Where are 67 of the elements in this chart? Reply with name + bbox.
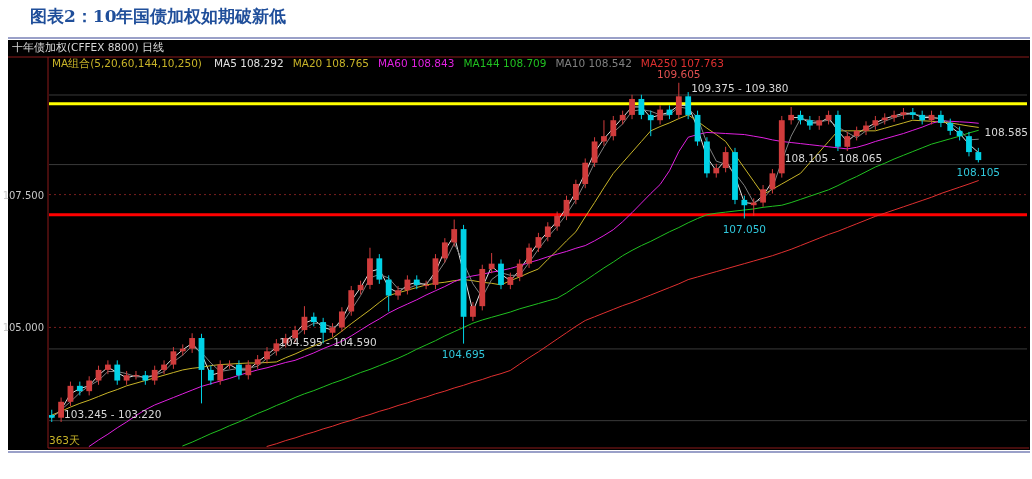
line-series xyxy=(266,180,979,447)
candlestick xyxy=(582,157,589,189)
candlestick xyxy=(675,82,682,120)
candlestick xyxy=(610,115,617,141)
candlestick xyxy=(488,252,495,274)
text: MA144 108.709 xyxy=(463,57,547,69)
candlestick xyxy=(657,104,664,125)
candlestick xyxy=(189,332,196,354)
candlestick xyxy=(966,131,972,157)
chart-subtitle: 十年债加权(CFFEX 8800) 日线 xyxy=(12,41,164,53)
annotation: 363天 xyxy=(49,434,81,446)
candlestick xyxy=(264,346,270,365)
candlestick xyxy=(236,359,242,380)
candlestick xyxy=(638,94,645,120)
candlestick xyxy=(937,110,944,128)
text: MA250 107.763 xyxy=(640,57,724,69)
candlestick xyxy=(526,242,532,269)
candlestick xyxy=(348,285,355,317)
candlestick xyxy=(516,258,523,282)
candlestick xyxy=(217,359,224,386)
candlestick xyxy=(151,365,158,386)
candlestick xyxy=(470,301,476,322)
candlestick xyxy=(647,110,654,137)
chart-title: 图表2：10年国债加权如期破新低 xyxy=(30,6,287,26)
candlestick xyxy=(376,253,383,285)
candlestick xyxy=(722,146,729,173)
text: MA5 108.292 xyxy=(213,57,284,69)
candlestick xyxy=(451,219,458,248)
legend-title: MA组合(5,20,60,144,10,250) xyxy=(52,57,202,69)
candlestick xyxy=(58,397,64,423)
candlestick xyxy=(629,94,635,120)
annotation: 108.105 xyxy=(956,166,1001,179)
candlestick xyxy=(788,106,795,125)
annotation: 109.375 - 109.380 xyxy=(691,81,789,94)
candlestick xyxy=(105,359,111,375)
text: 108.585 xyxy=(984,125,1028,138)
candlestick xyxy=(161,359,167,375)
candlestick xyxy=(601,119,607,147)
candlestick xyxy=(423,280,430,290)
candlestick xyxy=(863,120,869,136)
candlestick xyxy=(133,370,139,380)
candlestick xyxy=(498,258,504,290)
candlestick xyxy=(891,110,897,123)
annotation: 104.695 xyxy=(441,347,486,360)
candlestick xyxy=(806,115,813,131)
candlestick xyxy=(554,211,561,232)
candlestick xyxy=(441,237,448,264)
text: MA60 108.843 xyxy=(378,57,455,69)
candlestick xyxy=(245,359,252,380)
candlestick xyxy=(207,365,214,386)
candlestick xyxy=(86,375,93,396)
candlestick xyxy=(114,359,121,386)
candlestick xyxy=(741,195,748,219)
annotation: 107.050 xyxy=(722,222,767,235)
candlestick xyxy=(844,131,851,152)
candlestick xyxy=(395,285,401,301)
candlestick xyxy=(572,179,579,205)
candlestick xyxy=(320,317,327,344)
candlestick xyxy=(544,221,551,242)
text: MA10 108.542 xyxy=(555,57,632,69)
annotation: 109.605 xyxy=(657,67,701,80)
candlestick xyxy=(760,184,766,208)
candlestick xyxy=(385,274,392,312)
candlestick xyxy=(685,91,692,120)
candlestick xyxy=(170,346,177,370)
candlestick xyxy=(338,306,345,333)
text: MA20 108.765 xyxy=(292,57,370,69)
